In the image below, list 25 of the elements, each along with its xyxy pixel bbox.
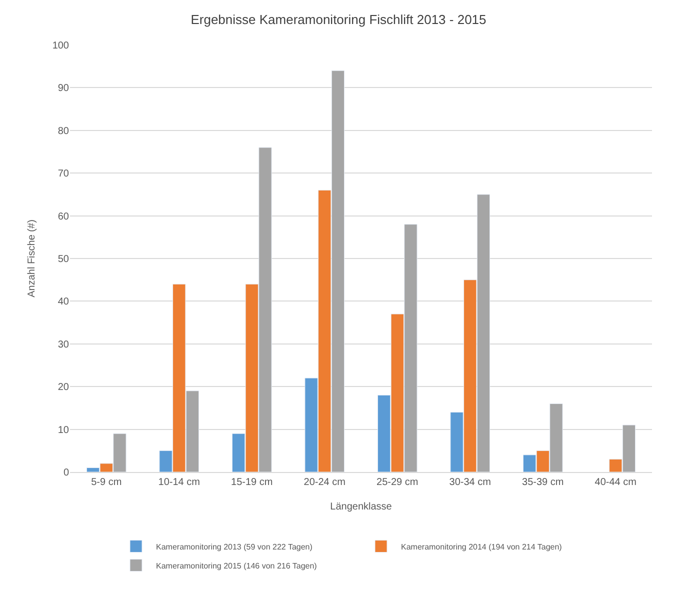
x-axis-title: Längenklasse	[330, 502, 392, 512]
chart-title: Ergebnisse Kameramonitoring Fischlift 2013 - 2015	[190, 12, 486, 27]
y-tick-label: 70	[58, 168, 70, 180]
y-tick-label: 40	[58, 296, 70, 308]
y-tick-label: 0	[63, 468, 70, 478]
y-tick-label: 20	[58, 382, 70, 394]
y-tick-label: 100	[52, 40, 70, 52]
y-tick-label: 80	[58, 126, 70, 137]
x-tick-label: 5-9 cm	[91, 477, 122, 488]
x-tick-label: 30-34 cm	[449, 477, 491, 488]
x-tick-label: 25-29 cm	[376, 477, 418, 488]
x-tick-label: 40-44 cm	[594, 477, 636, 488]
x-tick-label: 10-14 cm	[158, 477, 200, 488]
legend-label: Kameramonitoring 2015 (146 von 216 Tagen)	[156, 561, 318, 570]
legend-label: Kameramonitoring 2014 (194 von 214 Tagen)	[401, 542, 562, 552]
y-tick-label: 30	[58, 339, 70, 350]
y-tick-label: 90	[58, 83, 70, 94]
legend-label: Kameramonitoring 2013 (59 von 222 Tagen)	[156, 542, 313, 552]
y-tick-label: 50	[58, 254, 70, 265]
x-tick-label: 20-24 cm	[304, 477, 346, 488]
y-axis-title: Anzahl Fische (#)	[26, 220, 38, 298]
x-tick-label: 35-39 cm	[522, 477, 564, 488]
y-tick-label: 60	[58, 211, 70, 222]
y-tick-label: 10	[58, 424, 70, 436]
x-tick-label: 15-19 cm	[231, 477, 273, 488]
